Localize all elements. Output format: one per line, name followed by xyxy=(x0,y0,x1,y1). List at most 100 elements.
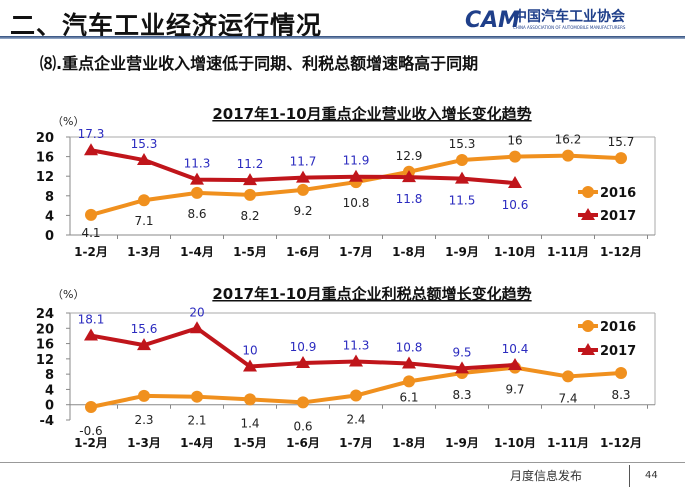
x-tick-label: 1-8月 xyxy=(392,245,426,259)
data-point-2017 xyxy=(296,356,310,369)
y-tick-label: 24 xyxy=(36,307,54,322)
slide-subtitle: ⑻.重点企业营业收入增速低于同期、利税总额增速略高于同期 xyxy=(40,54,479,73)
data-label-2016: 15.3 xyxy=(449,137,476,151)
y-tick-label: 12 xyxy=(36,353,54,368)
logo-en: CHINA ASSOCIATION OF AUTOMOBILE MANUFACT… xyxy=(513,25,626,30)
y-tick-label: 4 xyxy=(45,209,54,224)
y-tick-label: 20 xyxy=(36,131,54,146)
data-label-2017: 11.2 xyxy=(237,157,264,171)
x-tick-label: 1-9月 xyxy=(445,245,479,259)
data-label-2017: 15.6 xyxy=(131,322,158,336)
x-tick-label: 1-3月 xyxy=(127,436,161,450)
data-point-2017 xyxy=(296,170,310,183)
data-point-2016 xyxy=(509,150,521,163)
x-tick-label: 1-4月 xyxy=(180,436,214,450)
data-label-2016: 2.1 xyxy=(187,414,206,428)
chart-title: 2017年1-10月重点企业利税总额增长变化趋势 xyxy=(212,285,531,303)
data-point-2017 xyxy=(508,176,522,189)
x-tick-label: 1-2月 xyxy=(74,245,108,259)
data-label-2017: 10.4 xyxy=(502,342,529,356)
y-tick-label: 4 xyxy=(45,383,54,398)
logo-mark: CAM xyxy=(465,8,521,33)
data-label-2017: 18.1 xyxy=(78,313,105,327)
x-tick-label: 1-8月 xyxy=(392,436,426,450)
x-tick-label: 1-12月 xyxy=(600,436,642,450)
data-point-2016 xyxy=(244,393,256,406)
data-point-2017 xyxy=(402,170,416,183)
data-point-2016 xyxy=(191,390,203,403)
data-point-2016 xyxy=(138,194,150,207)
data-point-2016 xyxy=(562,370,574,383)
data-point-2017 xyxy=(137,153,151,166)
data-label-2016: 7.4 xyxy=(558,391,577,405)
section-title: 二、汽车工业经济运行情况 xyxy=(10,11,323,40)
data-point-2016 xyxy=(85,208,97,221)
x-tick-label: 1-9月 xyxy=(445,436,479,450)
header-divider xyxy=(0,36,685,39)
data-point-2017 xyxy=(243,359,257,372)
data-point-2017 xyxy=(508,357,522,370)
data-point-2016 xyxy=(297,183,309,196)
data-point-2016 xyxy=(85,401,97,414)
data-label-2017: 11.7 xyxy=(290,155,317,169)
data-label-2017: 11.3 xyxy=(343,339,370,353)
data-label-2017: 10 xyxy=(242,344,257,358)
data-label-2016: 6.1 xyxy=(399,390,418,404)
y-tick-label: 8 xyxy=(45,368,54,383)
logo-cn: 中国汽车工业协会 xyxy=(513,9,625,25)
x-tick-label: 1-7月 xyxy=(339,245,373,259)
data-point-2017 xyxy=(190,321,204,334)
y-tick-label: 0 xyxy=(45,229,54,244)
data-label-2017: 20 xyxy=(189,305,204,319)
data-point-2017 xyxy=(455,171,469,184)
data-label-2016: 2.3 xyxy=(134,413,153,427)
data-label-2017: 11.3 xyxy=(184,157,211,171)
legend-label-2016: 2016 xyxy=(600,320,636,335)
data-label-2016: 9.2 xyxy=(293,204,312,218)
x-tick-label: 1-12月 xyxy=(600,245,642,259)
data-point-2017 xyxy=(137,338,151,351)
data-label-2016: 8.3 xyxy=(611,388,630,402)
data-point-2017 xyxy=(190,172,204,185)
data-point-2017 xyxy=(349,354,363,367)
x-tick-label: 1-6月 xyxy=(286,245,320,259)
data-point-2016 xyxy=(138,389,150,402)
data-label-2017: 15.3 xyxy=(131,137,158,151)
data-point-2017 xyxy=(84,143,98,156)
data-label-2016: -0.6 xyxy=(79,424,102,438)
legend-marker-2017 xyxy=(581,343,595,355)
data-point-2017 xyxy=(84,328,98,341)
data-point-2017 xyxy=(455,361,469,374)
y-tick-label: 16 xyxy=(36,338,54,353)
data-point-2016 xyxy=(191,186,203,199)
data-label-2016: 8.6 xyxy=(187,207,206,221)
y-axis-unit: （%） xyxy=(52,288,84,301)
data-label-2016: 7.1 xyxy=(134,214,153,228)
data-point-2016 xyxy=(456,154,468,167)
x-tick-label: 1-5月 xyxy=(233,245,267,259)
x-tick-label: 1-7月 xyxy=(339,436,373,450)
x-tick-label: 1-3月 xyxy=(127,245,161,259)
data-label-2017: 10.8 xyxy=(396,340,423,354)
data-label-2016: 1.4 xyxy=(240,416,259,430)
data-label-2016: 16.2 xyxy=(555,133,582,147)
legend-label-2016: 2016 xyxy=(600,186,636,201)
data-point-2016 xyxy=(244,188,256,201)
data-label-2016: 8.3 xyxy=(452,388,471,402)
data-label-2016: 4.1 xyxy=(81,226,100,240)
data-point-2016 xyxy=(403,375,415,388)
footer-text: 月度信息发布 xyxy=(510,469,583,483)
legend-marker-2017 xyxy=(581,208,595,220)
footer-divider xyxy=(0,462,685,463)
data-label-2016: 16 xyxy=(507,134,522,148)
data-label-2017: 10.6 xyxy=(502,198,529,212)
data-label-2016: 15.7 xyxy=(608,135,635,149)
data-label-2017: 9.5 xyxy=(452,345,471,359)
data-point-2017 xyxy=(349,169,363,182)
x-tick-label: 1-2月 xyxy=(74,436,108,450)
data-label-2016: 8.2 xyxy=(240,209,259,223)
x-tick-label: 1-4月 xyxy=(180,245,214,259)
data-label-2016: 0.6 xyxy=(293,419,312,433)
legend-marker-2016 xyxy=(582,186,594,198)
